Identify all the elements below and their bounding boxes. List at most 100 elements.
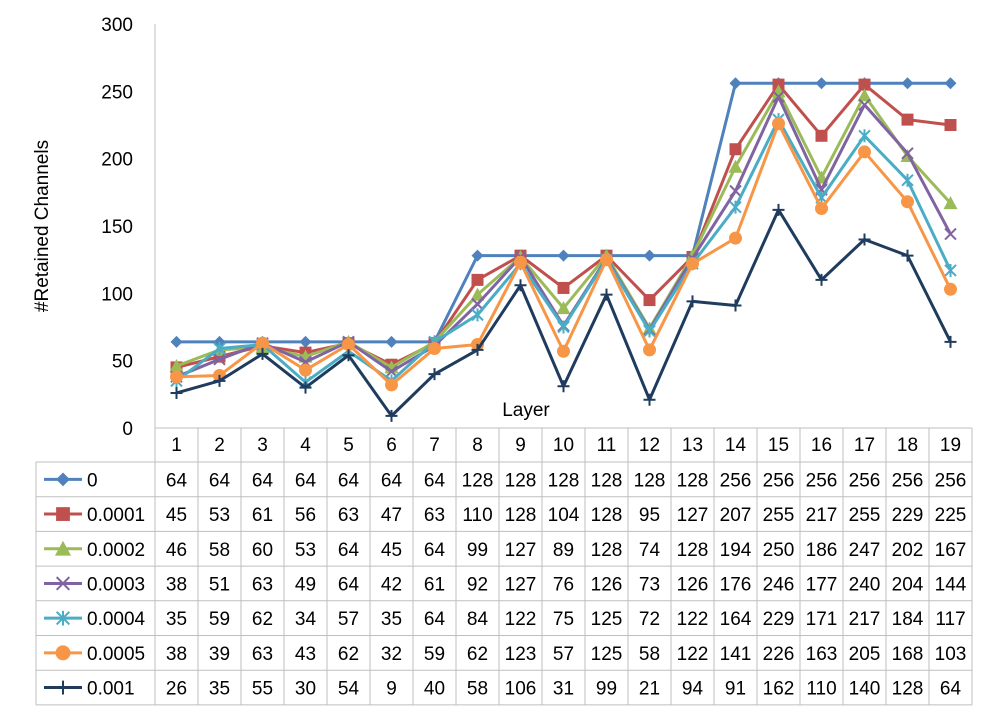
data-label: 84	[467, 609, 489, 630]
data-label: 61	[252, 505, 273, 526]
data-point	[170, 335, 183, 348]
data-label: 47	[381, 505, 402, 526]
data-label: 42	[381, 574, 402, 595]
data-label: 64	[166, 470, 188, 491]
data-point	[944, 335, 957, 348]
data-point	[514, 255, 527, 269]
data-label: 202	[892, 540, 924, 561]
data-label: 64	[424, 540, 446, 561]
data-point	[643, 294, 656, 307]
data-table: 1 2 3 4 5 6 7 8 9 10 11 12 13 14 15 16 17 18 190 64 64 64 64 64…	[44, 435, 967, 700]
data-label: 62	[467, 644, 488, 665]
data-point	[944, 77, 957, 90]
data-point	[471, 297, 484, 311]
data-label: 205	[849, 644, 881, 665]
data-point	[256, 347, 269, 360]
data-label: 9	[386, 679, 397, 700]
data-point	[385, 409, 398, 422]
data-point	[944, 227, 957, 241]
x-tick-label: 2	[214, 435, 225, 456]
data-label: 194	[720, 540, 752, 561]
x-tick-label: 9	[515, 435, 526, 456]
data-label: 57	[553, 644, 574, 665]
data-label: 225	[935, 505, 967, 526]
data-label: 64	[295, 470, 317, 491]
data-label: 45	[381, 540, 402, 561]
x-tick-label: 8	[472, 435, 483, 456]
data-point	[858, 129, 871, 143]
legend-key-marker	[54, 540, 72, 556]
data-label: 127	[505, 574, 537, 595]
data-point	[815, 273, 828, 286]
data-label: 256	[892, 470, 924, 491]
data-label: 56	[295, 505, 316, 526]
legend-label: 0.0004	[87, 609, 146, 630]
data-point	[169, 359, 184, 373]
data-label: 126	[591, 574, 623, 595]
x-tick-label: 19	[940, 435, 961, 456]
data-label: 104	[548, 505, 580, 526]
data-point	[471, 249, 484, 262]
data-label: 64	[338, 540, 360, 561]
data-label: 40	[424, 679, 445, 700]
data-label: 38	[166, 644, 187, 665]
data-point	[729, 143, 742, 156]
data-label: 177	[806, 574, 838, 595]
data-label: 61	[424, 574, 445, 595]
data-point	[471, 343, 484, 356]
data-label: 110	[462, 505, 492, 526]
data-label: 49	[295, 574, 316, 595]
data-point	[729, 231, 742, 245]
data-point	[857, 88, 872, 102]
data-label: 59	[424, 644, 445, 665]
data-point	[815, 201, 828, 215]
data-label: 207	[720, 505, 752, 526]
data-label: 140	[849, 679, 881, 700]
x-tick-label: 15	[768, 435, 789, 456]
data-label: 184	[892, 609, 924, 630]
data-point	[901, 147, 914, 160]
data-label: 58	[639, 644, 660, 665]
data-point	[557, 380, 570, 393]
data-point	[858, 98, 871, 112]
data-point	[643, 324, 656, 338]
data-label: 21	[639, 679, 660, 700]
data-label: 128	[677, 470, 709, 491]
data-label: 171	[806, 609, 838, 630]
data-label: 58	[209, 540, 230, 561]
x-tick-label: 1	[171, 435, 182, 456]
data-label: 63	[252, 644, 273, 665]
data-label: 226	[763, 644, 795, 665]
x-tick-label: 18	[897, 435, 918, 456]
data-label: 128	[591, 540, 623, 561]
data-label: 64	[338, 470, 360, 491]
data-label: 64	[381, 470, 403, 491]
data-label: 162	[763, 679, 795, 700]
data-label: 35	[209, 679, 230, 700]
data-label: 38	[166, 574, 187, 595]
data-point	[170, 370, 183, 384]
y-tick-label: 100	[101, 284, 133, 305]
data-label: 144	[935, 574, 967, 595]
x-tick-label: 4	[300, 435, 311, 456]
legend-key-marker	[55, 576, 71, 591]
table-grid	[35, 24, 973, 706]
data-label: 46	[166, 540, 187, 561]
x-tick-label: 11	[597, 435, 617, 456]
legend-key-marker	[56, 472, 70, 487]
data-point	[772, 90, 785, 103]
y-tick-label: 300	[101, 15, 133, 36]
data-label: 123	[505, 644, 537, 665]
data-label: 53	[295, 540, 316, 561]
data-point	[385, 378, 398, 392]
data-label: 72	[639, 609, 660, 630]
data-point	[428, 342, 441, 356]
legend-label: 0.0002	[87, 540, 145, 561]
x-tick-label: 10	[553, 435, 574, 456]
data-point	[729, 77, 742, 90]
data-label: 64	[252, 470, 274, 491]
data-point	[901, 195, 914, 209]
data-label: 76	[553, 574, 574, 595]
y-tick-label: 150	[101, 217, 133, 238]
